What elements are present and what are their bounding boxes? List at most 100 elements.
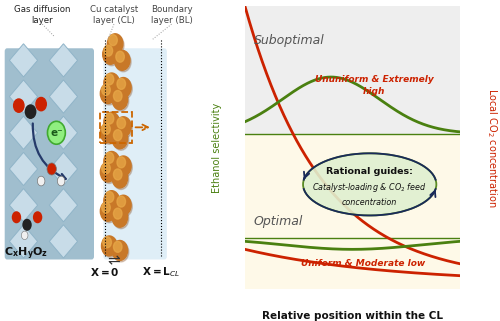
Circle shape — [112, 240, 128, 260]
Bar — [245, 134, 460, 289]
FancyBboxPatch shape — [104, 48, 167, 259]
Circle shape — [108, 34, 123, 54]
Circle shape — [105, 192, 120, 212]
Circle shape — [104, 46, 120, 66]
Circle shape — [22, 231, 28, 239]
Text: concentration: concentration — [342, 198, 398, 207]
Circle shape — [114, 169, 122, 180]
Circle shape — [12, 211, 21, 223]
Text: Uniform & Moderate low: Uniform & Moderate low — [301, 259, 426, 268]
Polygon shape — [50, 225, 78, 258]
Polygon shape — [50, 152, 78, 186]
Circle shape — [112, 129, 128, 149]
Circle shape — [114, 130, 122, 141]
Circle shape — [117, 118, 132, 138]
Circle shape — [102, 84, 110, 95]
Polygon shape — [10, 116, 38, 149]
Polygon shape — [10, 80, 38, 113]
Polygon shape — [10, 188, 38, 222]
Bar — [100, 112, 132, 143]
Circle shape — [112, 207, 128, 227]
Circle shape — [100, 162, 116, 182]
Circle shape — [117, 78, 126, 89]
Text: Relative position within the CL: Relative position within the CL — [262, 311, 443, 321]
Circle shape — [102, 236, 117, 256]
Circle shape — [105, 192, 114, 203]
Circle shape — [36, 98, 46, 111]
Text: Rational guides:: Rational guides: — [326, 167, 413, 176]
Circle shape — [103, 237, 112, 248]
Circle shape — [114, 242, 129, 262]
Text: Local CO$_2$ concentration: Local CO$_2$ concentration — [486, 88, 499, 207]
Polygon shape — [50, 116, 78, 149]
Circle shape — [26, 105, 36, 118]
Circle shape — [104, 112, 120, 132]
Circle shape — [102, 163, 117, 184]
Circle shape — [114, 91, 122, 101]
Circle shape — [14, 99, 24, 112]
Text: Cu catalyst
layer (CL): Cu catalyst layer (CL) — [90, 4, 138, 25]
Circle shape — [100, 83, 116, 103]
Bar — [245, 6, 460, 134]
Circle shape — [105, 152, 114, 163]
Circle shape — [104, 73, 120, 93]
Polygon shape — [50, 188, 78, 222]
Circle shape — [48, 121, 66, 144]
Circle shape — [117, 157, 126, 168]
Circle shape — [105, 113, 114, 124]
Text: ⇌: ⇌ — [108, 254, 120, 268]
Circle shape — [117, 117, 126, 129]
Circle shape — [102, 44, 118, 64]
Circle shape — [47, 163, 56, 175]
Polygon shape — [10, 44, 38, 77]
Text: Gas diffusion
layer: Gas diffusion layer — [14, 4, 70, 25]
Polygon shape — [10, 225, 38, 258]
Circle shape — [100, 201, 116, 221]
Circle shape — [102, 124, 117, 144]
Circle shape — [116, 156, 131, 176]
Circle shape — [104, 45, 112, 56]
Circle shape — [114, 241, 122, 252]
Text: Ununiform & Extremely
high: Ununiform & Extremely high — [314, 75, 434, 96]
Circle shape — [102, 203, 117, 223]
Polygon shape — [50, 80, 78, 113]
Text: $\mathbf{C_xH_yO_z}$: $\mathbf{C_xH_yO_z}$ — [4, 245, 48, 262]
Circle shape — [102, 202, 110, 213]
Circle shape — [117, 79, 132, 99]
Circle shape — [114, 50, 130, 70]
Text: e⁻: e⁻ — [50, 128, 62, 138]
Circle shape — [114, 91, 129, 111]
Circle shape — [117, 197, 132, 217]
Text: Catalyst-loading & CO$_2$ feed: Catalyst-loading & CO$_2$ feed — [312, 181, 427, 194]
Circle shape — [58, 176, 65, 186]
FancyBboxPatch shape — [4, 48, 94, 259]
Circle shape — [105, 74, 114, 85]
Circle shape — [116, 78, 131, 98]
Polygon shape — [10, 152, 38, 186]
Text: Ethanol selectivity: Ethanol selectivity — [212, 102, 222, 193]
Circle shape — [114, 208, 122, 219]
Circle shape — [117, 196, 126, 207]
Circle shape — [109, 35, 118, 46]
Circle shape — [116, 195, 131, 215]
Circle shape — [102, 85, 117, 105]
Circle shape — [114, 130, 129, 150]
Circle shape — [117, 158, 132, 178]
Circle shape — [116, 52, 131, 72]
Circle shape — [22, 219, 32, 231]
Circle shape — [104, 191, 120, 211]
Circle shape — [105, 114, 120, 134]
Text: Optimal: Optimal — [254, 215, 303, 228]
Circle shape — [105, 74, 120, 94]
Circle shape — [108, 35, 124, 55]
Circle shape — [105, 153, 120, 173]
Circle shape — [114, 209, 129, 229]
Ellipse shape — [303, 153, 436, 215]
Circle shape — [33, 211, 42, 223]
Circle shape — [102, 238, 118, 257]
Circle shape — [100, 123, 116, 143]
Circle shape — [38, 176, 45, 186]
Text: $\mathbf{X=0}$: $\mathbf{X=0}$ — [90, 265, 120, 278]
Circle shape — [116, 51, 124, 62]
Circle shape — [116, 117, 131, 137]
